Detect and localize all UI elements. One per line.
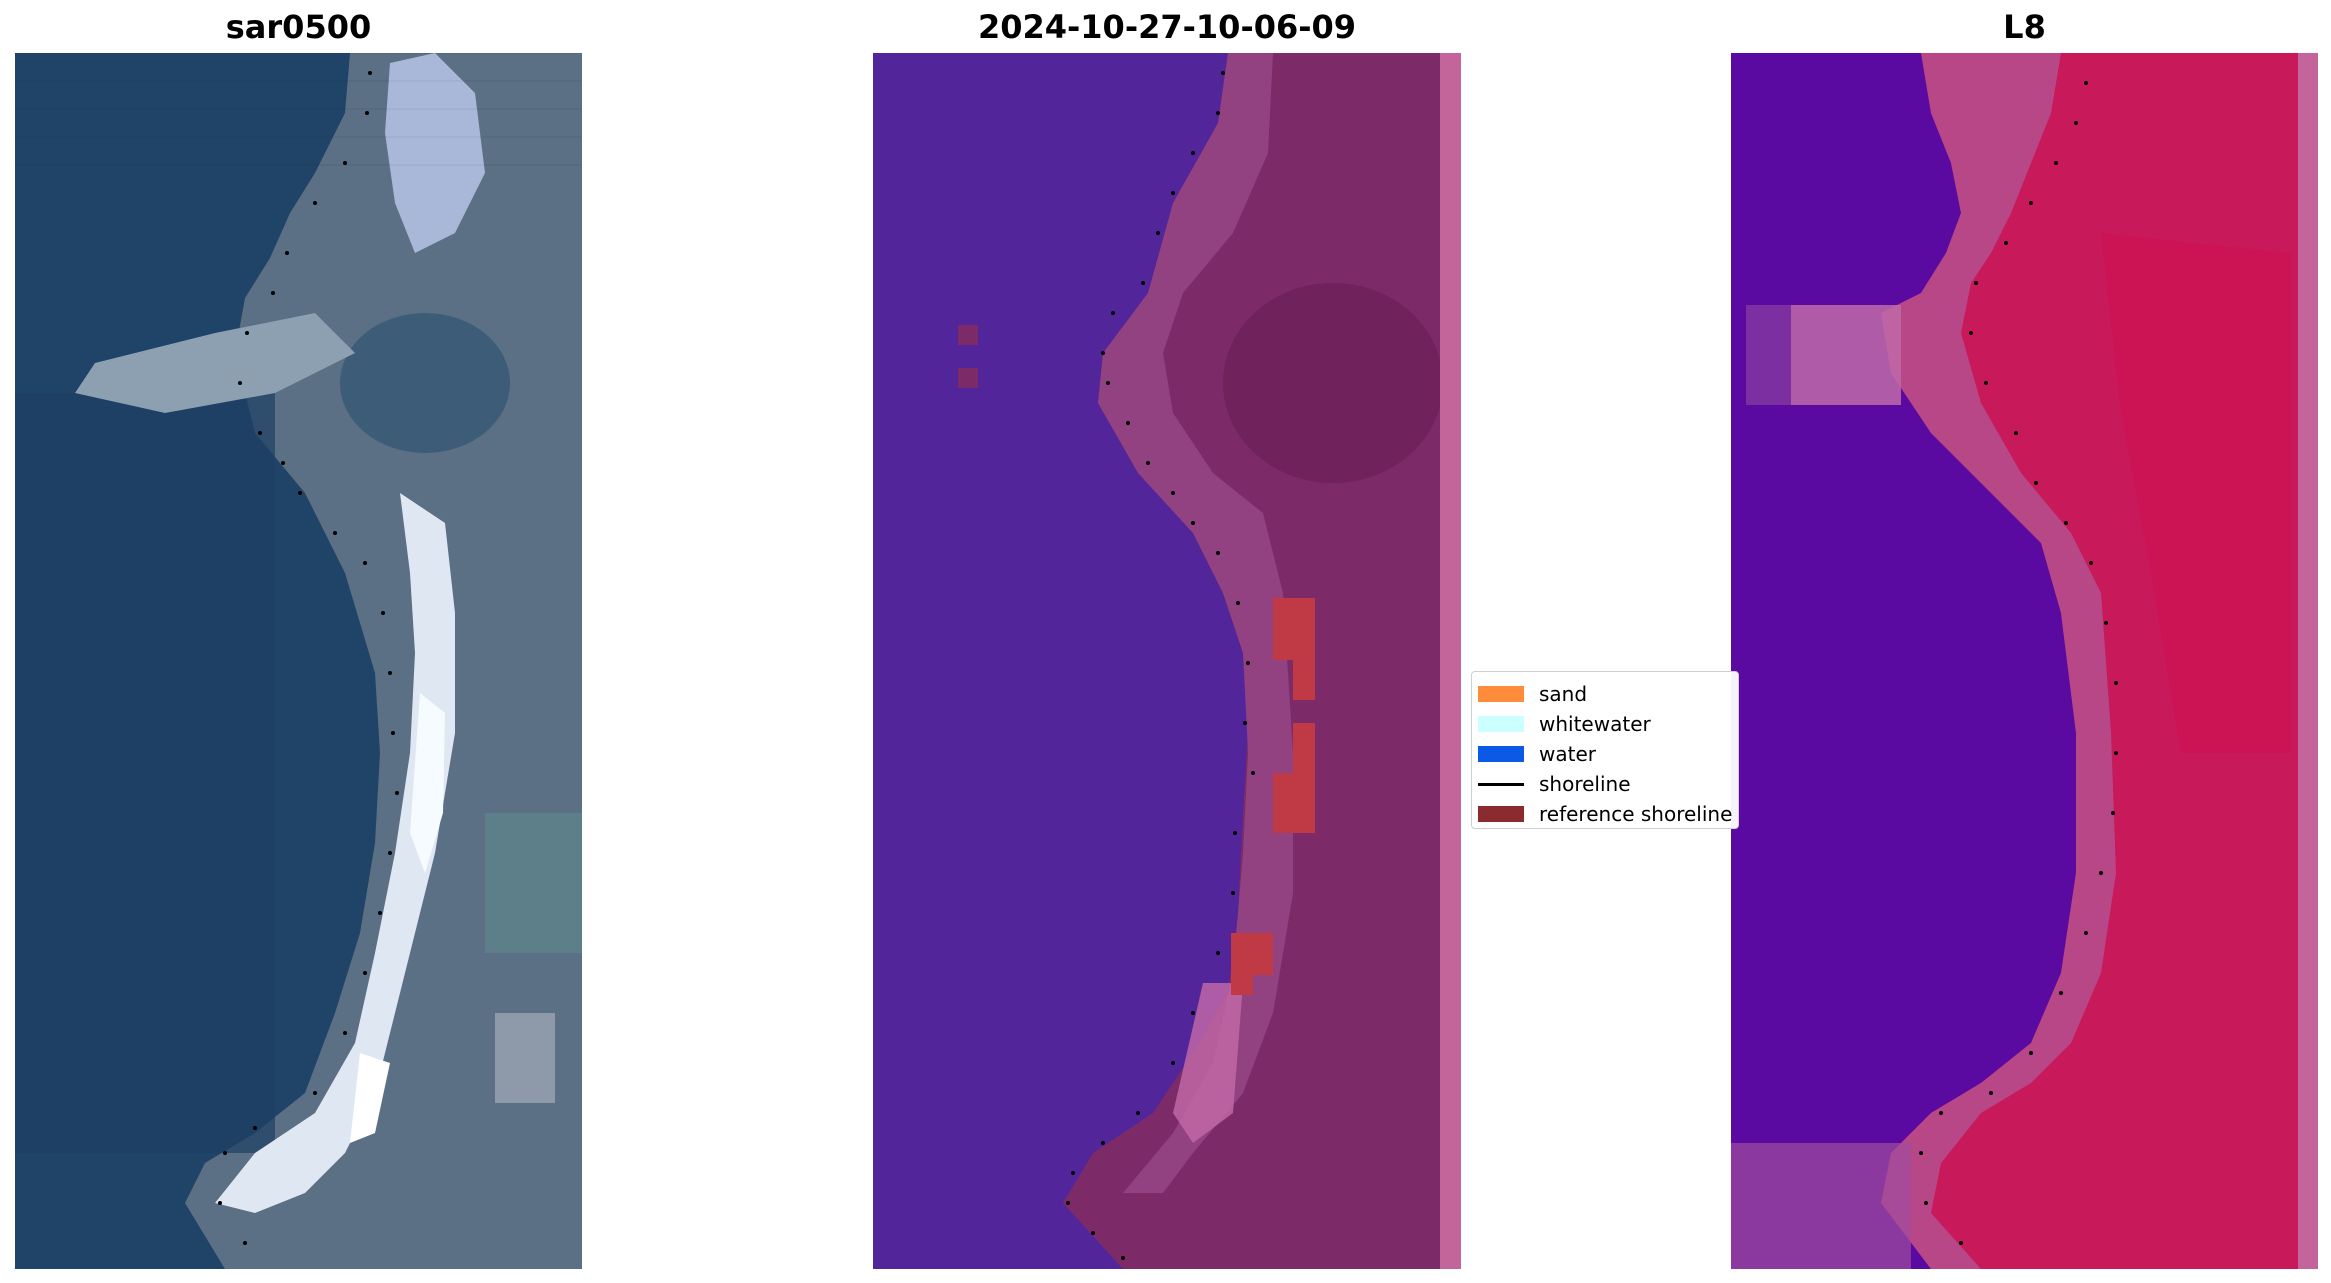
legend-swatch-whitewater bbox=[1478, 716, 1524, 732]
legend-swatch-reference-shoreline bbox=[1478, 806, 1524, 822]
legend-item-whitewater: whitewater bbox=[1478, 710, 1651, 738]
legend-swatch-sand bbox=[1478, 686, 1524, 702]
rgb-image bbox=[15, 53, 582, 1269]
legend-label-sand: sand bbox=[1539, 682, 1588, 706]
legend-item-shoreline: shoreline bbox=[1478, 770, 1631, 798]
legend-label-whitewater: whitewater bbox=[1539, 712, 1651, 736]
legend-item-reference-shoreline: reference shoreline bbox=[1478, 800, 1732, 828]
legend-label-shoreline: shoreline bbox=[1539, 772, 1631, 796]
legend-swatch-water bbox=[1478, 746, 1524, 762]
panel-title-rgb: sar0500 bbox=[225, 8, 372, 46]
legend-label-water: water bbox=[1539, 742, 1596, 766]
legend-label-reference-shoreline: reference shoreline bbox=[1539, 802, 1733, 826]
panel-title-index: L8 bbox=[2003, 8, 2046, 46]
legend: sand whitewater water shoreline referenc… bbox=[1471, 671, 1739, 829]
classification-image bbox=[873, 53, 1461, 1269]
legend-line-shoreline bbox=[1478, 782, 1524, 786]
legend-item-water: water bbox=[1478, 740, 1596, 768]
legend-item-sand: sand bbox=[1478, 680, 1587, 708]
index-image bbox=[1731, 53, 2318, 1269]
panel-title-classification: 2024-10-27-10-06-09 bbox=[977, 8, 1357, 46]
